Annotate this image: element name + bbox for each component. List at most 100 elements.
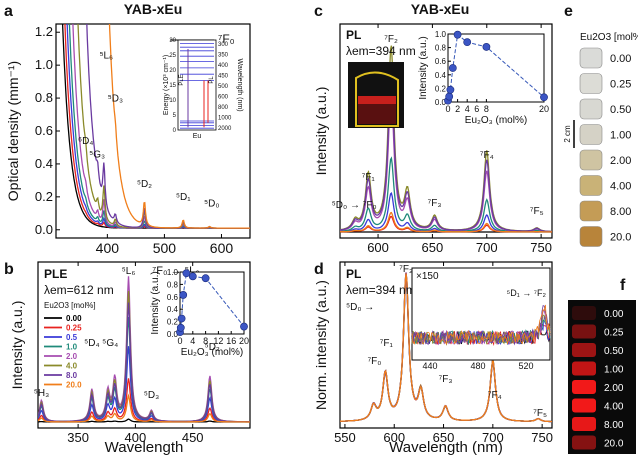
peak-label: ⁵D₀ → ⁷F₀ xyxy=(332,200,377,211)
inset-left-tick: 5 xyxy=(173,113,177,119)
legend-entry: 0.00 xyxy=(66,314,82,323)
sample-concentration-label: 2.00 xyxy=(610,155,631,167)
peak-label: ⁵D₃ xyxy=(144,390,159,401)
sample-concentration-label: 0.00 xyxy=(604,309,624,320)
panel-e-header: Eu2O3 [mol%] xyxy=(580,32,638,43)
panel-a: 400 500 600 0.0 0.2 0.4 0.6 0.8 1.0 1.2 Optical de… xyxy=(5,0,250,256)
legend-entry: 4.0 xyxy=(66,362,78,371)
y-tick-label: 0.0 xyxy=(35,222,53,237)
inset-x-tick-label: 0 xyxy=(177,336,182,346)
y-axis-label: Norm. intensity (a.u.) xyxy=(313,280,329,410)
x-axis-label: Wavelength xyxy=(105,439,184,456)
peak-label: ⁷F₂ xyxy=(399,264,413,275)
sample-concentration-label: 0.00 xyxy=(610,53,631,65)
peak-label: ⁵L₆ xyxy=(99,51,113,62)
panel-d: 550 600 650 700 750 Norm. intensity (a.u.) Wav… xyxy=(313,262,553,456)
inset-y-tick-label: 0.2 xyxy=(167,318,179,327)
panel-e: Eu2O3 [mol%] 0.00 0.25 0.50 1.00 2.00 4.00 8.00… xyxy=(563,32,638,247)
inset-x-tick-label: 8 xyxy=(484,104,489,114)
inset-data-point xyxy=(240,323,247,330)
x-tick-label: 650 xyxy=(422,240,444,255)
peak-label: ⁷F₄ xyxy=(480,150,494,161)
sample-concentration-label: 0.25 xyxy=(610,79,631,91)
zoom-transition-label: ⁵D₁ → ⁷F₂ xyxy=(506,288,546,298)
sample-photo-uv xyxy=(572,325,596,339)
inset-data-point xyxy=(447,86,454,93)
sample-concentration-label: 2.00 xyxy=(604,383,624,394)
y-tick-label: 0.8 xyxy=(35,90,53,105)
lambda-label: λem=394 nm xyxy=(346,283,416,297)
x-tick-label: 550 xyxy=(334,430,356,445)
inset-data-point xyxy=(202,275,209,282)
inset-y-tick-label: 1.0 xyxy=(435,30,447,39)
panel-letter-c: c xyxy=(314,3,323,20)
sample-photo-daylight xyxy=(580,176,602,196)
sample-concentration-label: 20.0 xyxy=(604,439,624,450)
peak-label: ⁶D₄ xyxy=(78,136,93,147)
inset-y-tick-label: 0.6 xyxy=(167,293,179,302)
peak-label: ⁷F₀ xyxy=(368,356,382,367)
inset-left-tick: 0 xyxy=(173,128,177,134)
inset-data-point xyxy=(483,43,490,50)
inset-y-tick-label: 0.8 xyxy=(167,280,179,289)
y-tick-label: 0.2 xyxy=(35,189,53,204)
inset-left-tick: 25 xyxy=(169,53,176,59)
inset-y-tick-label: 0.6 xyxy=(435,57,447,66)
inset-right-tick: 500 xyxy=(218,84,229,90)
inset-y-tick-label: 0.2 xyxy=(435,84,447,93)
inset-left-tick: 20 xyxy=(169,68,176,74)
panel-title-left: YAB-xEu xyxy=(124,1,183,17)
sample-photo-uv xyxy=(572,306,596,320)
mode-label: PL xyxy=(346,267,361,281)
inset-data-point xyxy=(454,31,461,38)
sample-concentration-label: 8.00 xyxy=(604,420,624,431)
sample-concentration-label: 1.00 xyxy=(604,365,624,376)
peak-label: ⁵D₃ xyxy=(108,93,123,104)
zoom-inset-d: 440 480 520 ×150 ⁵D₁ → ⁷F₂ xyxy=(412,268,550,371)
y-axis-label: Intensity (a.u.) xyxy=(313,87,329,176)
y-axis-label: Optical density (mm⁻¹) xyxy=(5,61,21,201)
sample-photo-inset xyxy=(348,62,404,128)
x-tick-label: 600 xyxy=(367,240,389,255)
legend-entry: 2.0 xyxy=(66,352,78,361)
inset-x-tick-label: 20 xyxy=(239,336,249,346)
sample-photo-daylight xyxy=(580,99,602,119)
peak-label: ⁷F₅ xyxy=(530,206,544,217)
sample-concentration-label: 1.00 xyxy=(610,130,631,142)
y-tick-label: 0.6 xyxy=(35,123,53,138)
y-tick-label: 1.2 xyxy=(35,24,53,39)
sample-concentration-label: 4.00 xyxy=(610,181,631,193)
panel-title-right: YAB-xEu xyxy=(411,1,470,17)
x-tick-label: 350 xyxy=(67,430,89,445)
legend-title: Eu2O3 [mol%] xyxy=(44,301,96,310)
inset-x-tick-label: 2 xyxy=(455,104,460,114)
inset-x-label: Eu₂O₃ (mol%) xyxy=(181,347,243,358)
inset-data-point xyxy=(178,315,185,322)
y-axis-label: Intensity (a.u.) xyxy=(9,301,25,390)
concentration-inset-c-frame xyxy=(448,34,544,102)
inset-x-tick-label: 480 xyxy=(470,361,485,371)
panel-f: 0.000.250.501.002.004.008.0020.0 xyxy=(568,300,636,454)
inset-y-label: Intensity (a.u.) xyxy=(150,271,161,334)
x-tick-label: 750 xyxy=(531,430,553,445)
inset-x-tick-label: 16 xyxy=(226,336,236,346)
peak-label: ⁷F₁ xyxy=(362,172,376,183)
sample-concentration-label: 8.00 xyxy=(610,206,631,218)
panel-letter-b: b xyxy=(4,261,14,278)
inset-side-label-pl: PL xyxy=(209,76,215,84)
legend-entry: 1.0 xyxy=(66,343,78,352)
inset-left-tick: 15 xyxy=(169,83,176,89)
inset-right-tick: 300 xyxy=(218,42,229,48)
peak-label: ⁷F₄ xyxy=(488,390,502,401)
sample-photo-uv xyxy=(572,343,596,357)
sample-concentration-label: 4.00 xyxy=(604,402,624,413)
y-tick-label: 1.0 xyxy=(35,57,53,72)
inset-data-point xyxy=(449,64,456,71)
peak-label: ⁵D₄ xyxy=(84,338,99,349)
inset-x-tick-label: 0 xyxy=(445,104,450,114)
legend-entry: 0.5 xyxy=(66,333,78,342)
y-tick-label: 0.4 xyxy=(35,156,53,171)
glow-beam xyxy=(358,96,396,104)
panel-letter-a: a xyxy=(4,3,13,20)
